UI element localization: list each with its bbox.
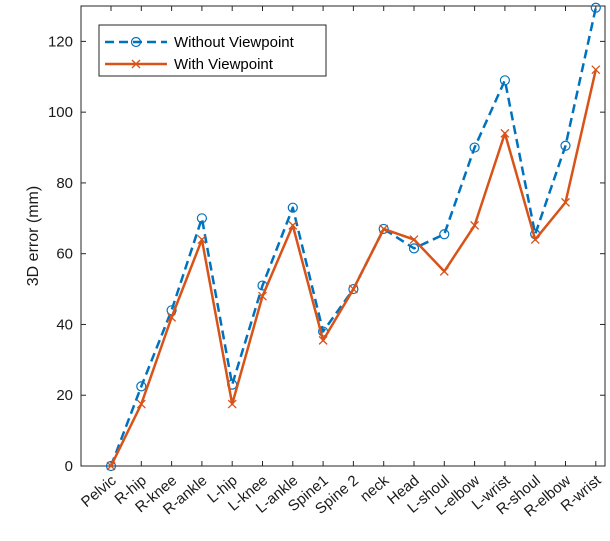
legend-label-without-viewpoint: Without Viewpoint [174,34,295,51]
y-tick-label: 60 [56,246,73,263]
data-point-with-viewpoint [106,461,116,471]
y-tick-label: 20 [56,387,73,404]
data-point-with-viewpoint [197,235,207,244]
legend-box [98,24,327,77]
y-axis-title: 3D error (mm) [25,186,42,286]
data-point-with-viewpoint [348,284,358,294]
legend: Without Viewpoint With Viewpoint [98,24,327,77]
legend-marker-x-icon [131,59,141,69]
data-point-with-viewpoint [379,224,389,234]
series-layer [105,2,601,472]
y-tick-label: 80 [56,175,73,192]
data-point-with-viewpoint [136,399,146,409]
data-point-without-viewpoint [287,202,298,213]
legend-label-with-viewpoint: With Viewpoint [174,56,274,73]
data-point-with-viewpoint [288,220,298,230]
data-point-with-viewpoint [439,266,449,276]
data-point-without-viewpoint [408,243,420,254]
data-point-without-viewpoint [469,142,480,153]
data-point-with-viewpoint [470,220,480,230]
data-point-with-viewpoint [318,335,328,345]
data-point-without-viewpoint [348,283,359,295]
data-point-with-viewpoint [500,128,510,138]
x-tick-label: neck [357,472,393,506]
data-point-with-viewpoint [561,197,570,207]
y-tick-label: 0 [65,458,73,475]
data-point-without-viewpoint [378,223,389,235]
y-axis: 0 20 40 60 80 100 120 [48,33,605,475]
y-tick-label: 40 [56,316,73,333]
x-tick-label: Pelvic [78,472,120,511]
data-point-with-viewpoint [530,235,540,244]
data-point-with-viewpoint [258,291,267,301]
data-point-with-viewpoint [227,399,237,409]
y-tick-label: 100 [48,104,73,121]
data-point-with-viewpoint [591,65,601,75]
plot-area [80,5,606,467]
data-point-without-viewpoint [136,381,147,392]
data-point-without-viewpoint [499,75,510,86]
legend-marker-circle-icon [130,36,142,48]
data-point-with-viewpoint [167,312,177,322]
data-point-without-viewpoint [439,229,450,240]
data-point-with-viewpoint [409,235,419,244]
data-point-without-viewpoint [196,213,207,224]
data-point-without-viewpoint [590,2,601,13]
y-tick-label: 120 [48,33,73,50]
data-point-without-viewpoint [105,460,117,472]
data-point-without-viewpoint [560,140,571,151]
